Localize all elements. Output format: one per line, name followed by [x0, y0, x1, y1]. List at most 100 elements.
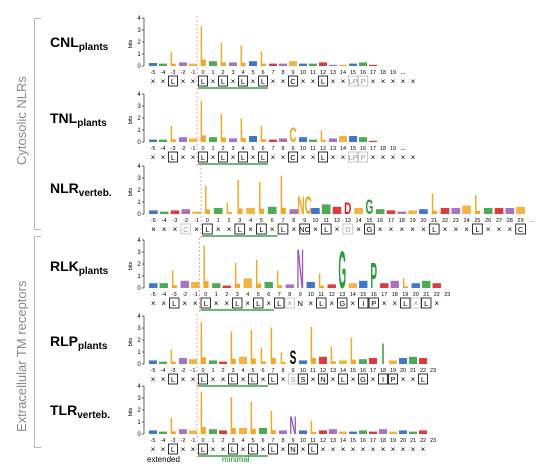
logo-letter-l: L	[204, 178, 210, 223]
y-tick-label: 4	[137, 384, 141, 390]
consensus-box	[358, 297, 369, 309]
position-number: 16	[371, 292, 377, 298]
consensus-box	[253, 297, 264, 309]
position-number: -4	[162, 218, 167, 224]
consensus-residue: L	[311, 445, 315, 454]
logo-minor-stack	[159, 431, 167, 434]
consensus-box-faded	[410, 297, 421, 309]
logo-minor-stack	[179, 62, 187, 66]
consensus-box	[198, 151, 208, 163]
consensus-residue: G	[366, 225, 372, 234]
consensus-box	[288, 151, 298, 163]
logo-minor-stack	[349, 136, 357, 142]
logo-minor-stack	[179, 429, 187, 434]
position-number: 14	[340, 368, 346, 374]
consensus-wildcard: ×	[411, 445, 416, 454]
position-number: 10	[308, 292, 314, 298]
position-number: 23	[453, 218, 459, 224]
logo-minor-stack	[319, 356, 327, 364]
position-number: 15	[360, 292, 366, 298]
position-number: 25	[474, 218, 480, 224]
consensus-wildcard: ×	[161, 445, 166, 454]
row-label-cnl: CNLplants	[50, 34, 109, 53]
position-number: 18	[399, 218, 405, 224]
logo-minor-stack	[269, 139, 277, 142]
logo-minor-stack	[243, 278, 252, 288]
position-number: 15	[366, 218, 372, 224]
position-number: -2	[181, 438, 186, 444]
logo-minor-stack	[422, 280, 431, 288]
position-number: 18	[380, 368, 386, 374]
logo-letter-g: G	[338, 242, 346, 300]
logo-minor-stack	[209, 360, 217, 364]
position-number: 20	[400, 438, 406, 444]
logo-minor-stack	[409, 356, 417, 364]
logo-minor-stack	[239, 356, 247, 364]
logo-letter-l: L	[240, 39, 246, 72]
consensus-wildcard: ×	[301, 77, 306, 86]
consensus-wildcard: ×	[311, 153, 316, 162]
consensus-wildcard: ×	[261, 375, 266, 384]
logo-letter-l: L	[240, 112, 246, 150]
logo-letter-l: L	[431, 187, 437, 220]
position-number: 4	[249, 218, 252, 224]
consensus-wildcard: ×	[308, 299, 313, 308]
position-number: 11	[318, 292, 324, 298]
logo-letter-l: L	[258, 174, 264, 225]
y-tick-label: 1	[137, 128, 141, 134]
logo-minor-stack	[329, 64, 337, 66]
position-number: 6	[261, 146, 264, 152]
consensus-wildcard: ×	[464, 225, 469, 234]
logo-letter-l: L	[203, 235, 209, 302]
consensus-wildcard: ×	[270, 225, 275, 234]
consensus-wildcard: ×	[381, 77, 386, 86]
consensus-residue: I	[362, 299, 364, 308]
y-tick-label: 2	[137, 338, 141, 344]
consensus-wildcard: ×	[216, 225, 221, 234]
position-number: -5	[151, 368, 156, 374]
consensus-box-faded	[358, 75, 368, 87]
logo-letter-d: D	[344, 200, 351, 218]
consensus-residue: L	[432, 225, 436, 234]
consensus-box-faded	[288, 373, 298, 385]
position-number: 19	[390, 438, 396, 444]
consensus-wildcard: ×	[211, 153, 216, 162]
consensus-residue: L	[201, 375, 205, 384]
consensus-wildcard: ×	[391, 77, 396, 86]
position-number: 3	[231, 368, 234, 374]
consensus-residue: L	[201, 77, 205, 86]
position-number: 17	[370, 368, 376, 374]
row-label-tlr: TLRverteb.	[50, 402, 111, 421]
position-number: -1	[191, 70, 196, 76]
position-number: 20	[400, 368, 406, 374]
consensus-wildcard: ×	[413, 299, 418, 308]
position-number: -4	[161, 368, 166, 374]
position-number: 18	[380, 70, 386, 76]
consensus-wildcard: ×	[211, 445, 216, 454]
position-number: 14	[350, 292, 356, 298]
consensus-wildcard: ×	[331, 375, 336, 384]
consensus-wildcard: ×	[161, 375, 166, 384]
logo-letter-l: L	[200, 381, 206, 448]
position-number: 2	[225, 292, 228, 298]
position-number: 4	[241, 146, 244, 152]
consensus-wildcard: ×	[371, 445, 376, 454]
position-number: 15	[350, 438, 356, 444]
consensus-wildcard: ×	[351, 445, 356, 454]
consensus-wildcard: ×	[287, 299, 292, 308]
y-tick-label: 2	[137, 188, 141, 194]
logo-minor-stack	[259, 428, 267, 434]
logo-minor-stack	[349, 63, 357, 66]
position-number: 3	[231, 70, 234, 76]
consensus-wildcard: ×	[453, 225, 458, 234]
position-number: 19	[390, 368, 396, 374]
consensus-residue: L	[261, 77, 265, 86]
position-ellipsis: ...	[401, 70, 406, 76]
consensus-box	[316, 297, 327, 309]
logo-minor-stack	[269, 63, 277, 66]
position-number: -5	[151, 292, 156, 298]
consensus-wildcard: ×	[335, 225, 340, 234]
logo-minor-stack	[359, 280, 368, 288]
position-number: 19	[410, 218, 416, 224]
consensus-box-faded	[180, 223, 192, 235]
